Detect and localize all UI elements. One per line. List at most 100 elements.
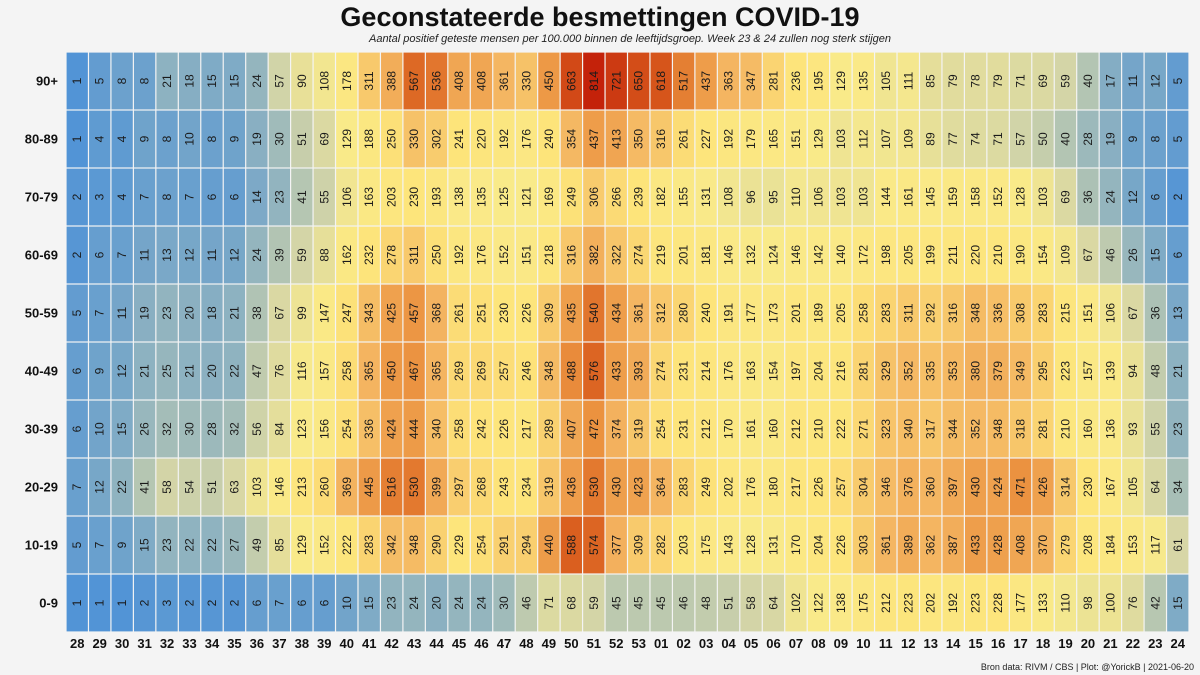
heatmap-cell [942,284,964,342]
cell-value-label: 283 [362,535,376,555]
heatmap-cell [1032,226,1054,284]
x-tick-label: 28 [70,636,84,651]
heatmap-cell [133,342,156,400]
cell-value-label: 23 [385,596,399,610]
heatmap-cell [493,400,515,458]
cell-value-label: 106 [1103,303,1117,323]
cell-value-label: 314 [1058,477,1072,497]
x-tick-label: 12 [901,636,915,651]
heatmap-cell [358,168,380,226]
heatmap-cell [403,516,425,574]
heatmap-cell [762,458,785,516]
heatmap-cell [830,110,852,168]
heatmap-cell [852,52,874,110]
cell-value-label: 254 [475,535,489,555]
heatmap-cell [425,516,448,574]
cell-value-label: 8 [205,135,219,142]
cell-value-label: 361 [497,71,511,91]
heatmap-cell [515,284,538,342]
heatmap-cell [291,400,313,458]
cell-value-label: 408 [475,71,489,91]
heatmap-cell [1054,110,1077,168]
cell-value-label: 322 [609,245,623,265]
heatmap-cell [807,574,830,632]
heatmap-cell [1054,168,1077,226]
heatmap-cell [1122,458,1144,516]
heatmap-cell [583,458,605,516]
cell-value-label: 242 [475,419,489,439]
cell-value-label: 379 [991,361,1005,381]
heatmap-cell [785,168,807,226]
heatmap-cell [381,574,403,632]
cell-value-label: 77 [946,132,960,146]
cell-value-label: 7 [183,193,197,200]
heatmap-cell [740,342,762,400]
heatmap-cell [515,458,538,516]
cell-value-label: 220 [475,129,489,149]
heatmap-cell [717,458,740,516]
heatmap-cell [965,52,987,110]
cell-value-label: 15 [138,538,152,552]
heatmap-cell [493,284,515,342]
heatmap-cell [875,52,897,110]
cell-value-label: 283 [879,303,893,323]
heatmap-cell [470,574,493,632]
heatmap-cell [133,284,156,342]
heatmap-cell [1167,458,1189,516]
heatmap-cell [89,168,111,226]
heatmap-cell [740,458,762,516]
cell-value-label: 6 [205,193,219,200]
cell-value-label: 202 [722,477,736,497]
heatmap-cell [268,516,290,574]
heatmap-cell [605,52,627,110]
heatmap-cell [695,52,717,110]
cell-value-label: 51 [295,132,309,146]
heatmap-cell [291,226,313,284]
cell-value-label: 27 [227,538,241,552]
heatmap-cell [1032,342,1054,400]
heatmap-cell [1054,284,1077,342]
cell-value-label: 45 [609,596,623,610]
heatmap-cell [268,284,290,342]
cell-value-label: 103 [250,477,264,497]
cell-value-label: 217 [519,419,533,439]
cell-value-label: 98 [1081,596,1095,610]
cell-value-label: 1 [70,599,84,606]
heatmap-cell [358,400,380,458]
x-tick-label: 03 [699,636,713,651]
cell-value-label: 278 [385,245,399,265]
cell-value-label: 254 [340,419,354,439]
cell-value-label: 71 [1014,74,1028,88]
heatmap-cell [111,458,133,516]
heatmap-cell [111,226,133,284]
cell-value-label: 303 [856,535,870,555]
heatmap-cell [403,52,425,110]
cell-value-label: 67 [1081,248,1095,262]
heatmap-cell [650,284,672,342]
cell-value-label: 362 [924,535,938,555]
heatmap-cell [156,110,178,168]
cell-value-label: 143 [722,535,736,555]
cell-value-label: 199 [924,245,938,265]
cell-value-label: 61 [1171,538,1185,552]
heatmap-cell [673,284,695,342]
heatmap-cell [133,574,156,632]
cell-value-label: 2 [70,193,84,200]
cell-value-label: 45 [654,596,668,610]
heatmap-cell [965,168,987,226]
cell-value-label: 226 [519,303,533,323]
heatmap-cell [942,226,964,284]
cell-value-label: 354 [564,129,578,149]
cell-value-label: 26 [138,422,152,436]
cell-value-label: 192 [497,129,511,149]
cell-value-label: 201 [789,303,803,323]
cell-value-label: 471 [1014,477,1028,497]
cell-value-label: 135 [475,187,489,207]
heatmap-cell [762,516,785,574]
heatmap-cell [1054,400,1077,458]
heatmap-cell [560,342,582,400]
heatmap-cell [1167,516,1189,574]
heatmap-cell [111,284,133,342]
cell-value-label: 274 [632,245,646,265]
cell-value-label: 7 [70,483,84,490]
